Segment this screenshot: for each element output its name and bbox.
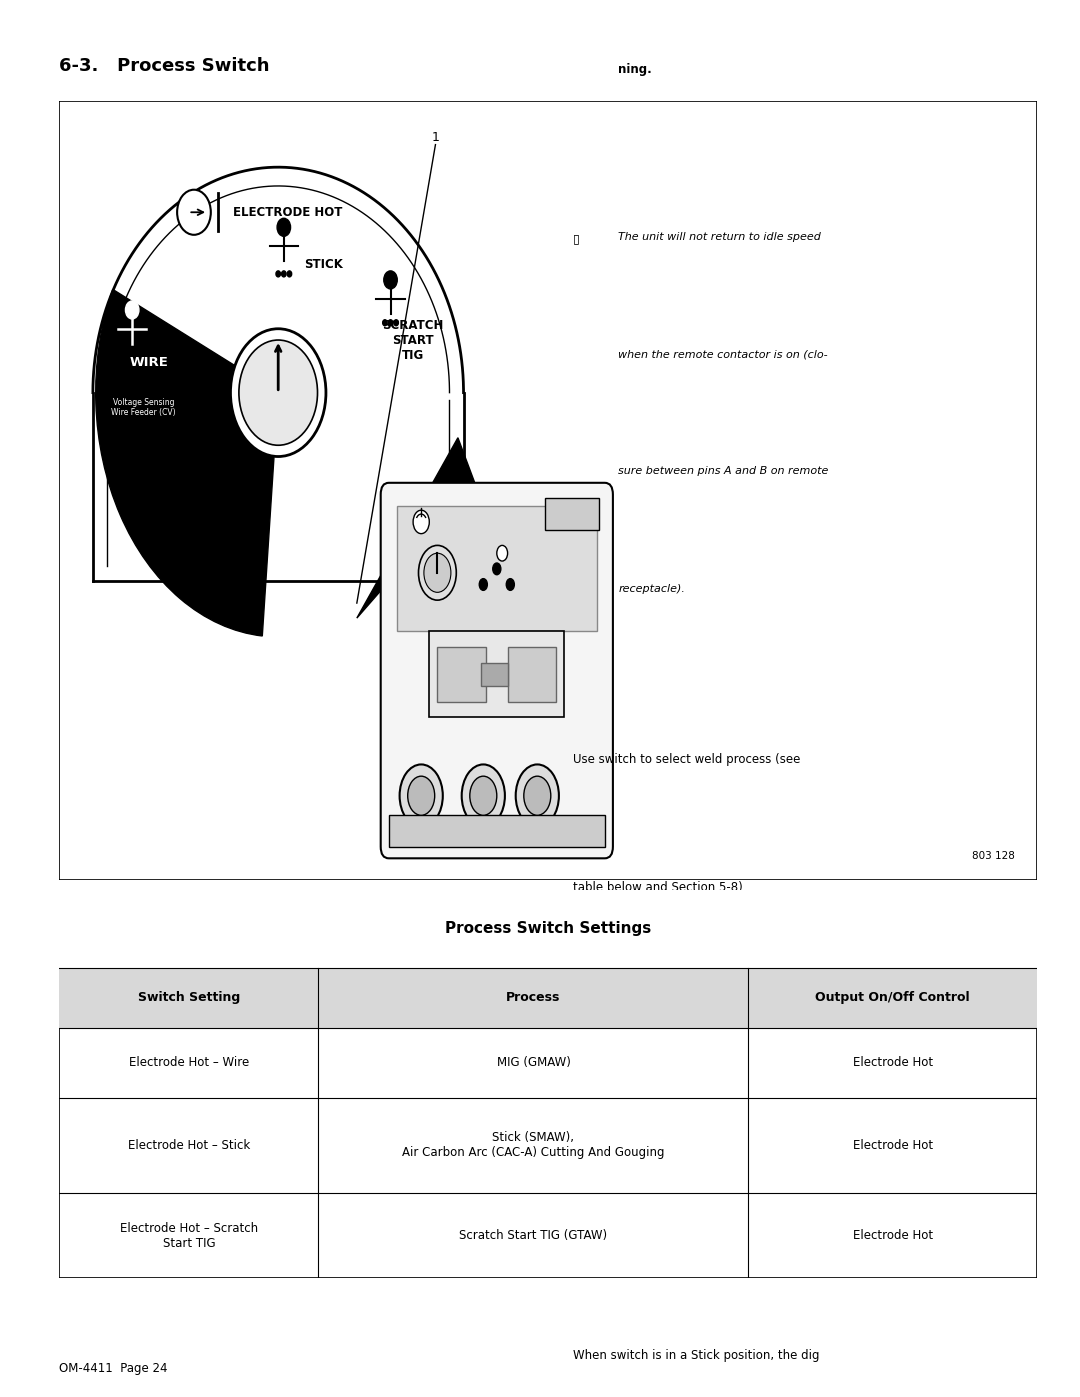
Text: ELECTRODE HOT: ELECTRODE HOT: [233, 205, 342, 219]
Bar: [545, 499, 599, 529]
Text: Use switch to select weld process (see: Use switch to select weld process (see: [572, 753, 800, 766]
Circle shape: [492, 563, 501, 574]
Text: when the remote contactor is on (clo-: when the remote contactor is on (clo-: [619, 349, 828, 359]
Text: ning.: ning.: [619, 63, 652, 75]
Text: OM-4411  Page 24: OM-4411 Page 24: [59, 1362, 167, 1375]
Text: Electrode Hot – Wire: Electrode Hot – Wire: [129, 1056, 249, 1069]
Text: receptacle).: receptacle).: [619, 584, 686, 594]
Circle shape: [389, 320, 393, 326]
Polygon shape: [356, 437, 475, 617]
Bar: [59, 968, 1037, 1028]
Circle shape: [400, 764, 443, 827]
Circle shape: [423, 553, 451, 592]
Text: Electrode Hot – Stick: Electrode Hot – Stick: [127, 1139, 251, 1153]
Text: STICK: STICK: [303, 258, 342, 271]
Bar: [430, 631, 564, 718]
Text: The unit will not return to idle speed: The unit will not return to idle speed: [619, 232, 822, 242]
FancyBboxPatch shape: [380, 483, 613, 858]
Text: Process Switch Settings: Process Switch Settings: [445, 921, 651, 936]
Text: WIRE: WIRE: [130, 356, 168, 369]
Circle shape: [177, 190, 211, 235]
Circle shape: [480, 578, 487, 591]
Bar: [59, 890, 1037, 968]
Bar: [508, 647, 556, 701]
Text: Process: Process: [507, 990, 561, 1004]
Wedge shape: [96, 289, 279, 636]
Circle shape: [507, 578, 514, 591]
Text: Stick (SMAW),
Air Carbon Arc (CAC-A) Cutting And Gouging: Stick (SMAW), Air Carbon Arc (CAC-A) Cut…: [402, 1132, 664, 1160]
Bar: [397, 506, 596, 631]
Circle shape: [470, 777, 497, 816]
Bar: [437, 647, 486, 701]
Circle shape: [419, 545, 456, 601]
Bar: [389, 816, 605, 847]
Circle shape: [394, 320, 399, 326]
Circle shape: [408, 777, 434, 816]
Text: Switch Setting: Switch Setting: [138, 990, 240, 1004]
Text: Electrode Hot: Electrode Hot: [852, 1229, 933, 1242]
Text: Electrode Hot – Scratch
Start TIG: Electrode Hot – Scratch Start TIG: [120, 1221, 258, 1250]
Circle shape: [413, 510, 430, 534]
Circle shape: [497, 545, 508, 562]
Text: table below and Section 5-8).: table below and Section 5-8).: [572, 882, 746, 894]
Text: ▯: ▯: [572, 232, 579, 244]
Circle shape: [125, 300, 139, 319]
Text: Scratch Start TIG (GTAW): Scratch Start TIG (GTAW): [459, 1229, 608, 1242]
Bar: [481, 662, 508, 686]
Circle shape: [383, 271, 397, 289]
Text: Electrode Hot: Electrode Hot: [852, 1139, 933, 1153]
Circle shape: [278, 218, 291, 236]
Text: 6-3.   Process Switch: 6-3. Process Switch: [59, 57, 270, 75]
Text: sure between pins A and B on remote: sure between pins A and B on remote: [619, 467, 828, 476]
Text: 803 128: 803 128: [972, 851, 1015, 861]
Circle shape: [382, 320, 387, 326]
Text: When switch is in a Stick position, the dig: When switch is in a Stick position, the …: [572, 1348, 819, 1362]
Circle shape: [524, 777, 551, 816]
Text: (CAC-A) cutting and gouging.: (CAC-A) cutting and gouging.: [572, 1179, 745, 1192]
Circle shape: [287, 271, 292, 277]
Text: Output On/Off Control: Output On/Off Control: [815, 990, 970, 1004]
Circle shape: [282, 271, 286, 277]
Text: MIG (GMAW): MIG (GMAW): [497, 1056, 570, 1069]
Text: 1: 1: [432, 130, 440, 144]
Circle shape: [516, 764, 559, 827]
Polygon shape: [93, 168, 463, 581]
Text: Use Stick position for air carbon arc: Use Stick position for air carbon arc: [572, 1051, 783, 1063]
Circle shape: [461, 764, 504, 827]
Circle shape: [276, 271, 281, 277]
Circle shape: [230, 328, 326, 457]
Text: Electrode Hot: Electrode Hot: [852, 1056, 933, 1069]
Text: Voltage Sensing
Wire Feeder (CV): Voltage Sensing Wire Feeder (CV): [111, 398, 176, 418]
Circle shape: [239, 339, 318, 446]
Text: SCRATCH
START
TIG: SCRATCH START TIG: [382, 319, 444, 362]
